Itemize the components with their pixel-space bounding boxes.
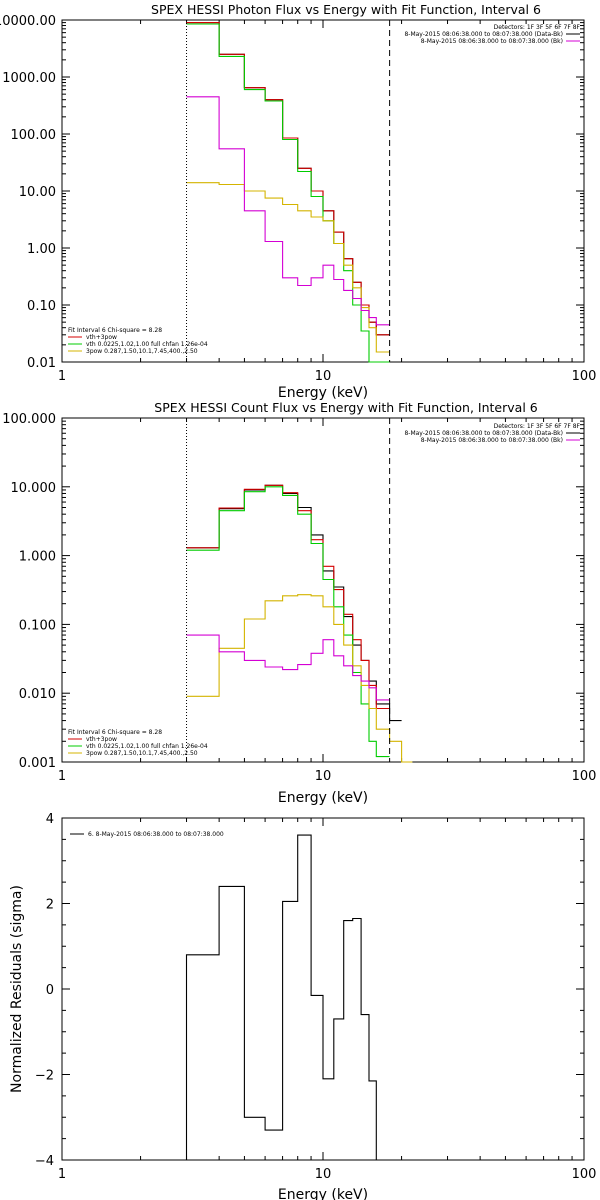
y-tick-label: −4: [35, 1154, 54, 1169]
y-tick-label: −2: [35, 1069, 54, 1084]
residuals-panel: 1 10 100 4 2 0 −2 −4 Energy (keV) Normalized Re…: [9, 812, 596, 1200]
panel3-xlabel: Energy (keV): [278, 1187, 368, 1200]
y-tick-label: 100.00: [11, 128, 57, 143]
y-tick-label: 0.100: [19, 618, 56, 633]
series-bk-line: [186, 634, 390, 701]
series-data-bk-line: [186, 484, 402, 722]
panel1-legend-left-0: vth+3pow: [86, 334, 117, 341]
panel1-legend-right: 8-May-2015 08:06:38.000 to 08:07:38.000 …: [404, 31, 580, 45]
panel2-legend-right: 8-May-2015 08:06:38.000 to 08:07:38.000 …: [404, 430, 580, 444]
x-tick-label: 1: [58, 369, 66, 384]
x-tick-label: 100: [572, 769, 597, 784]
y-tick-label: 2: [46, 898, 54, 913]
y-tick-label: 4: [46, 812, 54, 827]
panel1-legend-left: Fit Interval 6 Chi-square = 8.28 vth+3po…: [68, 327, 208, 355]
panel3-ticks: 1 10 100 4 2 0 −2 −4: [35, 812, 597, 1182]
panel3-series: [185, 834, 390, 1161]
panel3-legend-label: 6. 8-May-2015 08:06:38.000 to 08:07:38.0…: [88, 831, 224, 838]
series-3pow-line: [186, 182, 390, 353]
x-tick-label: 10: [315, 1167, 332, 1182]
panel2-legend-right-0: 8-May-2015 08:06:38.000 to 08:07:38.000 …: [404, 430, 563, 437]
y-tick-label: 0: [46, 983, 54, 998]
series-bk-line: [186, 96, 390, 326]
photon-flux-panel: SPEX HESSI Photon Flux vs Energy with Fi…: [0, 2, 596, 401]
panel2-fit-header: Fit Interval 6 Chi-square = 8.28: [68, 729, 162, 736]
x-tick-label: 1: [58, 1167, 66, 1182]
panel2-title: SPEX HESSI Count Flux vs Energy with Fit…: [154, 400, 537, 415]
panel2-axes: [61, 417, 585, 763]
series-3pow-line: [186, 594, 413, 763]
panel1-series: [186, 22, 390, 363]
panel2-legend-right-1: 8-May-2015 08:06:38.000 to 08:07:38.000 …: [421, 437, 563, 444]
count-flux-panel: SPEX HESSI Count Flux vs Energy with Fit…: [2, 400, 596, 806]
y-tick-label: 1.000: [19, 550, 56, 565]
panel2-legend-left-1: vth 0.0225,1.02,1.00 full chfan 1.26e-04: [86, 743, 208, 750]
series-vth-line: [186, 23, 390, 363]
panel1-legend-left-2: 3pow 0.287,1.50,10.1,7.45,400.,2.50: [86, 348, 198, 355]
panel1-legend-right-0: 8-May-2015 08:06:38.000 to 08:07:38.000 …: [404, 31, 563, 38]
panel1-legend-right-1: 8-May-2015 08:06:38.000 to 08:07:38.000 …: [421, 38, 563, 45]
panel2-legend-left-2: 3pow 0.287,1.50,10.1,7.45,400.,2.50: [86, 750, 198, 757]
panel1-title: SPEX HESSI Photon Flux vs Energy with Fi…: [151, 2, 541, 17]
y-tick-label: 0.10: [27, 299, 56, 314]
series-vth-3pow-line: [186, 484, 390, 710]
y-tick-label: 10.00: [19, 185, 56, 200]
panel3-axes: [61, 817, 585, 1161]
series-vth-line: [186, 486, 390, 758]
panel2-xlabel: Energy (keV): [278, 790, 368, 806]
panel1-xlabel: Energy (keV): [278, 385, 368, 401]
panel2-series: [186, 484, 413, 763]
panel3-legend: 6. 8-May-2015 08:06:38.000 to 08:07:38.0…: [70, 831, 224, 838]
panel1-detectors: Detectors: 1F 3F 5F 6F 7F 8F: [494, 24, 581, 31]
panel2-detectors: Detectors: 1F 3F 5F 6F 7F 8F: [494, 423, 581, 430]
panel2-legend-left: Fit Interval 6 Chi-square = 8.28 vth+3po…: [68, 729, 208, 757]
x-tick-label: 10: [315, 769, 332, 784]
y-tick-label: 0.01: [27, 356, 56, 371]
series-6-8-may-2015-08-06-38-000-to-08-07-38-000-line: [185, 834, 390, 1161]
panel1-legend-left-1: vth 0.0225,1.02,1.00 full chfan 1.26e-04: [86, 341, 208, 348]
x-tick-label: 100: [572, 369, 597, 384]
panel2-ticks: 1 10 100 0.001 0.010 0.100 1.000 10.000 100.000: [2, 412, 596, 784]
y-tick-label: 1.00: [27, 242, 56, 257]
x-tick-label: 1: [58, 769, 66, 784]
x-tick-label: 100: [572, 1167, 597, 1182]
y-tick-label: 0.010: [19, 687, 56, 702]
y-tick-label: 10.000: [11, 481, 57, 496]
x-tick-label: 10: [315, 369, 332, 384]
y-tick-label: 1000.00: [2, 71, 56, 86]
y-tick-label: 10000.00: [0, 14, 56, 29]
panel3-ylabel: Normalized Residuals (sigma): [9, 885, 25, 1093]
panel1-ticks: 1 10 100 0.01 0.10 1.00 10.00 100.00 1000.00 1000…: [0, 14, 596, 384]
panel1-fit-header: Fit Interval 6 Chi-square = 8.28: [68, 327, 162, 334]
panel2-legend-left-0: vth+3pow: [86, 736, 117, 743]
y-tick-label: 100.000: [2, 412, 56, 427]
y-tick-label: 0.001: [19, 756, 56, 771]
